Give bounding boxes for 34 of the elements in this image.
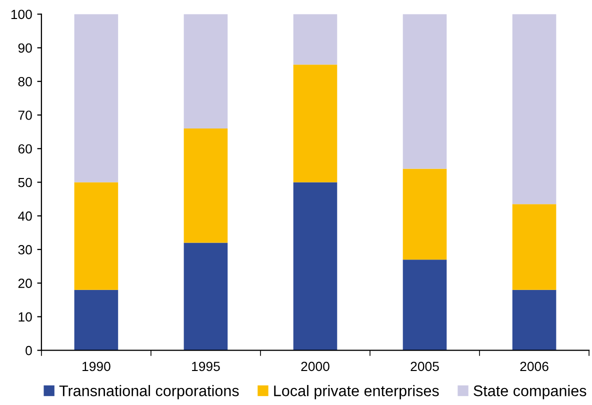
y-tick-label: 70	[18, 110, 32, 120]
x-tick-label: 2000	[301, 362, 330, 372]
legend-label: Local private enterprises	[274, 385, 439, 400]
bar	[74, 14, 118, 182]
bar	[293, 14, 338, 65]
y-tick-label: 50	[18, 178, 32, 188]
y-tick-label: 10	[18, 312, 32, 322]
bar	[512, 290, 556, 350]
bar	[402, 14, 447, 169]
bar	[184, 14, 228, 128]
bar	[74, 290, 118, 350]
y-tick-label: 40	[18, 211, 32, 221]
legend-label: Transnational corporations	[59, 385, 239, 400]
y-tick-label: 80	[18, 76, 32, 86]
x-tick-label: 2005	[410, 362, 439, 372]
y-tick-label: 30	[18, 245, 32, 254]
bar	[74, 182, 118, 290]
y-tick-label: 100	[11, 10, 32, 20]
bar	[184, 242, 228, 350]
legend-label: State companies	[474, 385, 586, 400]
bar	[293, 64, 338, 182]
bar	[293, 182, 338, 350]
y-tick-label: 20	[18, 278, 32, 288]
x-tick-label: 1995	[192, 362, 220, 372]
x-tick-label: 1990	[82, 362, 110, 372]
bar	[402, 168, 447, 260]
bar	[184, 128, 228, 243]
y-tick-label: 60	[18, 144, 32, 154]
bar	[512, 14, 556, 204]
bar	[402, 260, 447, 350]
y-tick-label: 0	[26, 346, 32, 356]
x-tick-label: 2006	[520, 362, 548, 372]
y-tick-label: 90	[18, 43, 32, 53]
bar	[512, 204, 556, 290]
